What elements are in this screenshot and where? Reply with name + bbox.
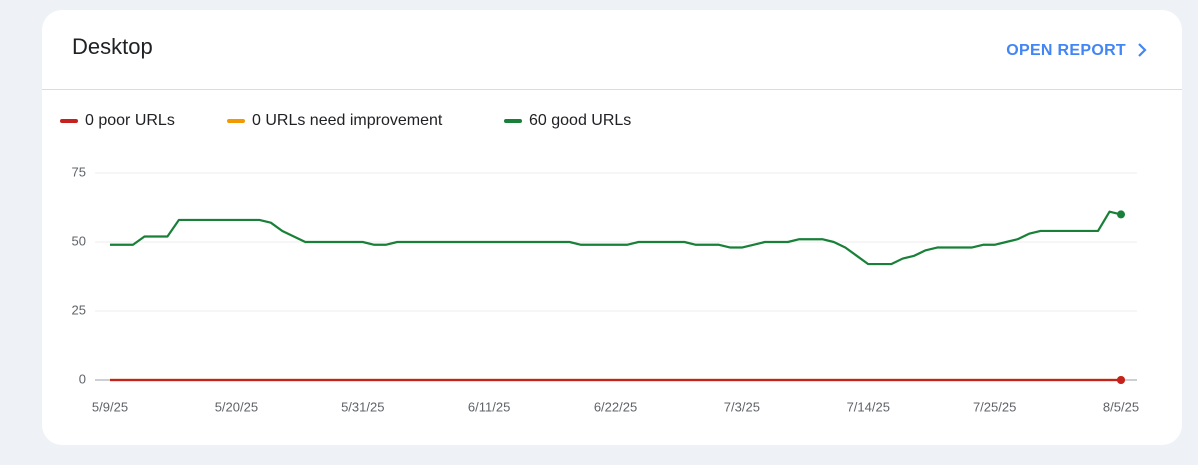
y-tick-label: 75 (72, 164, 86, 179)
x-tick-label: 7/3/25 (724, 399, 760, 414)
legend-label: 0 poor URLs (85, 112, 175, 129)
legend-label: 60 good URLs (529, 112, 631, 129)
end-point (1117, 210, 1125, 219)
end-point (1117, 376, 1125, 384)
x-tick-label: 7/25/25 (973, 399, 1016, 414)
y-tick-label: 50 (72, 233, 86, 248)
x-tick-label: 7/14/25 (847, 399, 890, 414)
x-tick-label: 8/5/25 (1103, 399, 1139, 414)
chevron-icon[interactable] (1138, 43, 1147, 57)
card (42, 10, 1182, 445)
x-tick-label: 5/9/25 (92, 399, 128, 414)
x-tick-label: 5/31/25 (341, 399, 384, 414)
series-line (110, 210, 1122, 266)
x-tick-label: 6/22/25 (594, 399, 637, 414)
y-tick-label: 0 (79, 371, 86, 386)
y-tick-label: 25 (72, 302, 86, 317)
open-report-text[interactable]: OPEN REPORT (1006, 42, 1126, 59)
x-tick-label: 6/11/25 (468, 399, 510, 414)
open-report-link[interactable]: OPEN REPORT (1006, 42, 1147, 59)
x-tick-label: 5/20/25 (215, 399, 258, 414)
card-title: Desktop (72, 34, 153, 59)
legend-label: 0 URLs need improvement (252, 112, 443, 129)
